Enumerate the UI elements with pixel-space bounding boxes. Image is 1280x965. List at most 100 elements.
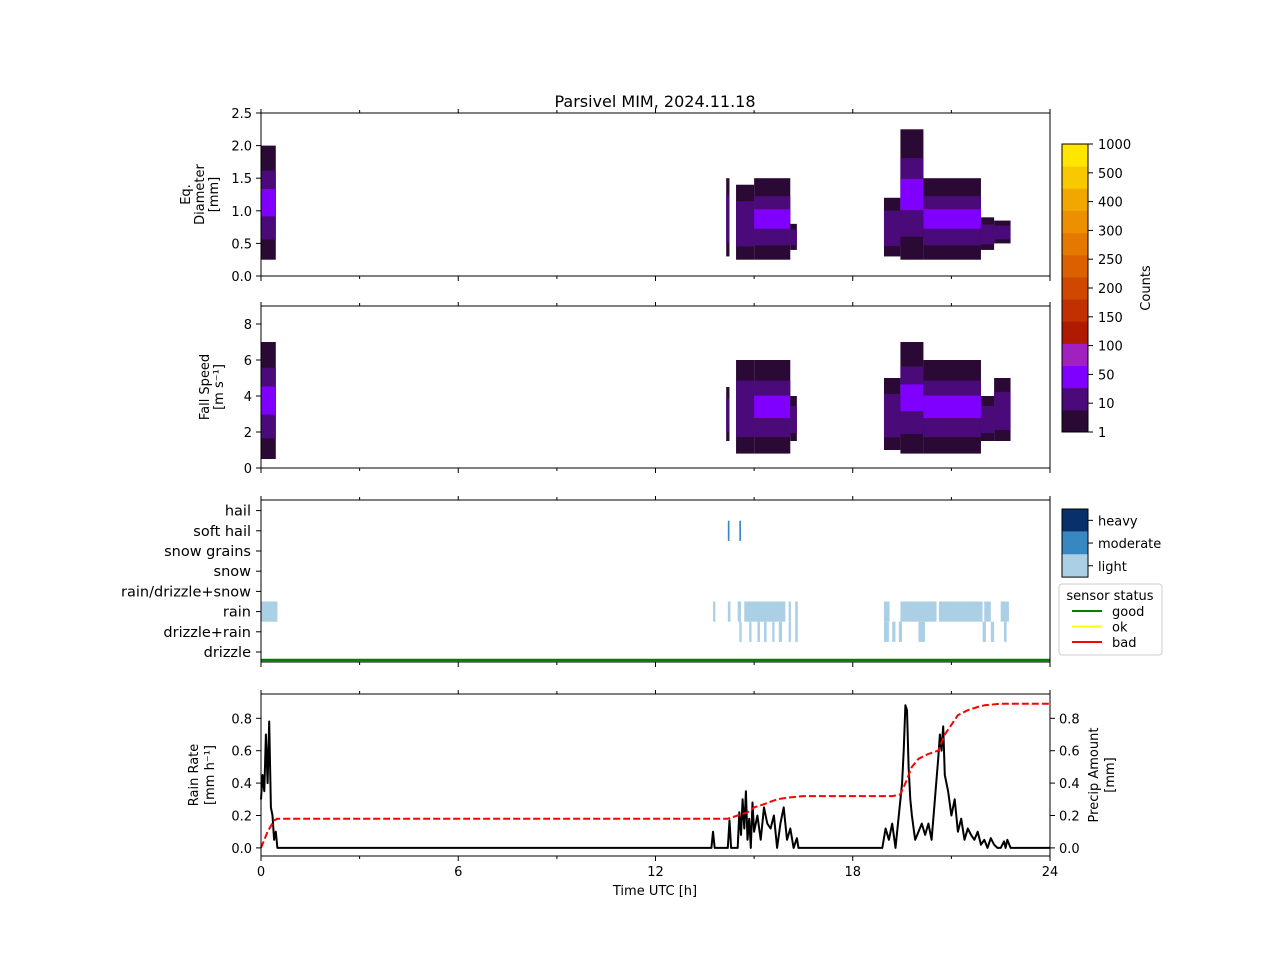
y-tick-label: 1.5 <box>231 172 252 187</box>
y-right-axis-label-line: [mm] <box>1103 757 1118 792</box>
x-tick-label: 6 <box>454 865 462 880</box>
panel-precip_type: drizzle drizzle+rain rain rain/drizzle+snow… <box>121 496 1051 667</box>
y-tick-label: 2 <box>244 426 252 441</box>
heatmap-column <box>923 178 981 260</box>
y-tick-label: 0.5 <box>231 237 252 252</box>
heatmap-column <box>261 342 276 459</box>
intensity-label: heavy <box>1098 514 1138 529</box>
heatmap-column <box>261 145 276 260</box>
rain-rate-line <box>260 704 1050 849</box>
y-axis-label: Eq.Diameter[mm] <box>179 164 222 225</box>
status-legend-label: good <box>1112 605 1144 620</box>
event-bar <box>883 621 889 642</box>
heatmap-column <box>883 197 901 257</box>
category-label: rain/drizzle+snow <box>121 584 251 600</box>
heatmap-cell <box>900 384 924 412</box>
event-bar <box>727 520 730 541</box>
colorbar-segment <box>1062 210 1088 234</box>
event-bar <box>727 601 731 622</box>
chart-title: Parsivel MIM, 2024.11.18 <box>554 92 755 111</box>
colorbar-segment <box>1062 276 1088 300</box>
event-bar <box>900 601 937 622</box>
intensity-swatch <box>1062 509 1088 532</box>
event-bar <box>763 621 767 642</box>
colorbar-segment <box>1062 409 1088 433</box>
y-axis-label-line: [mm h⁻¹] <box>203 745 218 805</box>
intensity-legend: heavy moderate light <box>1061 508 1161 578</box>
event-bar <box>788 601 791 622</box>
y-right-tick-label: 0.6 <box>1059 745 1080 760</box>
y-right-tick-label: 0.8 <box>1059 712 1080 727</box>
colorbar-segment <box>1062 188 1088 211</box>
heatmap-cell <box>980 405 995 434</box>
y-tick-label: 6 <box>244 354 252 369</box>
event-bar <box>739 621 742 642</box>
y-tick-label: 0.4 <box>231 777 252 792</box>
colorbar-segment <box>1062 321 1088 344</box>
heatmap-cell <box>736 380 755 438</box>
colorbar-tick-label: 250 <box>1098 253 1123 268</box>
heatmap-column <box>754 178 791 260</box>
event-bar <box>984 601 991 622</box>
colorbar-segment <box>1062 166 1088 189</box>
y-axis-label-line: Diameter <box>193 164 208 225</box>
heatmap-column <box>980 396 995 441</box>
event-bar <box>990 621 995 642</box>
heatmap-cell <box>754 209 791 229</box>
x-tick-label: 24 <box>1042 865 1059 880</box>
colorbar-segment <box>1062 144 1088 167</box>
event-bar <box>892 621 896 642</box>
heatmap-cell <box>994 391 1011 430</box>
y-axis-label-line: Rain Rate <box>187 744 202 807</box>
colorbar-tick-label: 100 <box>1098 340 1123 355</box>
colorbar-segment <box>1062 343 1088 367</box>
heatmap-cell <box>726 195 730 243</box>
axes-frame <box>260 499 1051 663</box>
y-axis-label-line: Fall Speed <box>198 354 213 420</box>
y-axis-label-line: Eq. <box>179 184 194 205</box>
heatmap-cell <box>883 393 901 438</box>
status-legend-label: bad <box>1112 636 1136 651</box>
colorbar-tick-label: 1000 <box>1098 138 1131 153</box>
event-bar <box>883 601 890 622</box>
category-label: soft hail <box>193 524 251 540</box>
colorbar-label: Counts <box>1139 265 1154 311</box>
event-bar <box>744 601 786 622</box>
x-tick-label: 0 <box>257 865 265 880</box>
y-right-tick-label: 0.2 <box>1059 810 1080 825</box>
heatmap-column <box>900 342 924 454</box>
y-tick-label: 0.2 <box>231 810 252 825</box>
event-bar <box>1003 621 1007 642</box>
colorbar-segment <box>1062 387 1088 411</box>
event-bar <box>898 621 903 642</box>
heatmap-column <box>726 178 730 257</box>
heatmap-column <box>994 220 1011 244</box>
y-tick-label: 0.0 <box>231 270 252 285</box>
heatmap-column <box>994 378 1011 441</box>
heatmap-column <box>726 387 730 441</box>
event-bar <box>982 621 986 642</box>
event-bar <box>918 621 926 642</box>
event-bar <box>778 621 783 642</box>
colorbar-segment <box>1062 299 1088 322</box>
heatmap-column <box>900 129 924 260</box>
event-bar <box>938 601 983 622</box>
intensity-swatch <box>1062 554 1088 578</box>
heatmap-column <box>790 223 797 250</box>
colorbar: 1 10 50 100 150 200 250 300 400 500 1000 Counts <box>1061 138 1154 441</box>
heatmap-cell <box>726 398 730 432</box>
colorbar-tick-label: 1 <box>1098 426 1106 441</box>
y-tick-label: 2.0 <box>231 140 252 155</box>
colorbar-tick-label: 10 <box>1098 397 1115 412</box>
heatmap-cell <box>923 395 981 419</box>
category-label: rain <box>223 605 251 621</box>
y-right-tick-label: 0.0 <box>1059 842 1080 857</box>
intensity-swatch <box>1062 531 1088 555</box>
event-bar <box>749 621 752 642</box>
colorbar-segment <box>1062 254 1088 278</box>
y-tick-label: 0 <box>244 462 252 477</box>
status-legend-label: ok <box>1112 621 1128 636</box>
